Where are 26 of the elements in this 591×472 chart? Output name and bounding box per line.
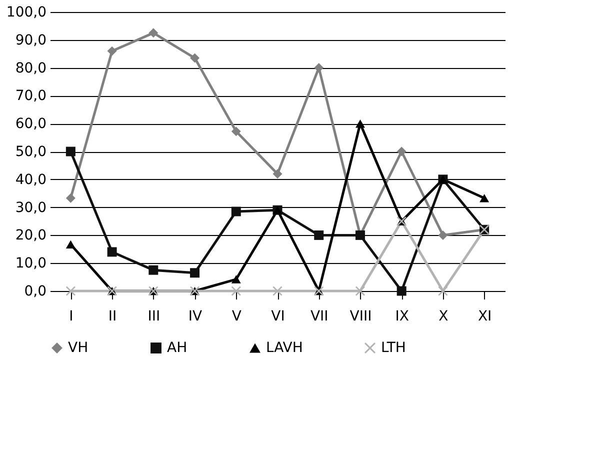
legend-label: VH	[68, 340, 88, 356]
x-tick-label: II	[108, 308, 117, 324]
y-tick-label: 60,0	[15, 116, 46, 132]
legend-label: LAVH	[266, 340, 303, 356]
y-tick-label: 50,0	[15, 144, 46, 160]
x-tick-label: V	[232, 308, 242, 324]
y-tick-label: 100,0	[6, 4, 46, 20]
x-tick-label: VI	[271, 308, 285, 324]
x-tick-label: VII	[310, 308, 328, 324]
x-tick-label: III	[148, 308, 160, 324]
y-tick-label: 40,0	[15, 172, 46, 188]
x-tick-label: IV	[188, 308, 203, 324]
x-tick-label: XI	[478, 308, 492, 324]
x-tick-label: VIII	[350, 308, 372, 324]
x-tick-label: IX	[395, 308, 410, 324]
x-tick-label: I	[69, 308, 74, 324]
y-tick-label: 80,0	[15, 60, 46, 76]
y-tick-label: 10,0	[15, 256, 46, 272]
y-tick-label: 70,0	[15, 88, 46, 104]
x-tick-label: X	[438, 308, 449, 324]
legend-label: AH	[167, 340, 188, 356]
y-tick-label: 20,0	[15, 228, 46, 244]
y-tick-label: 0,0	[24, 284, 46, 300]
legend-label: LTH	[381, 340, 406, 356]
y-tick-label: 30,0	[15, 200, 46, 216]
y-tick-label: 90,0	[15, 32, 46, 48]
